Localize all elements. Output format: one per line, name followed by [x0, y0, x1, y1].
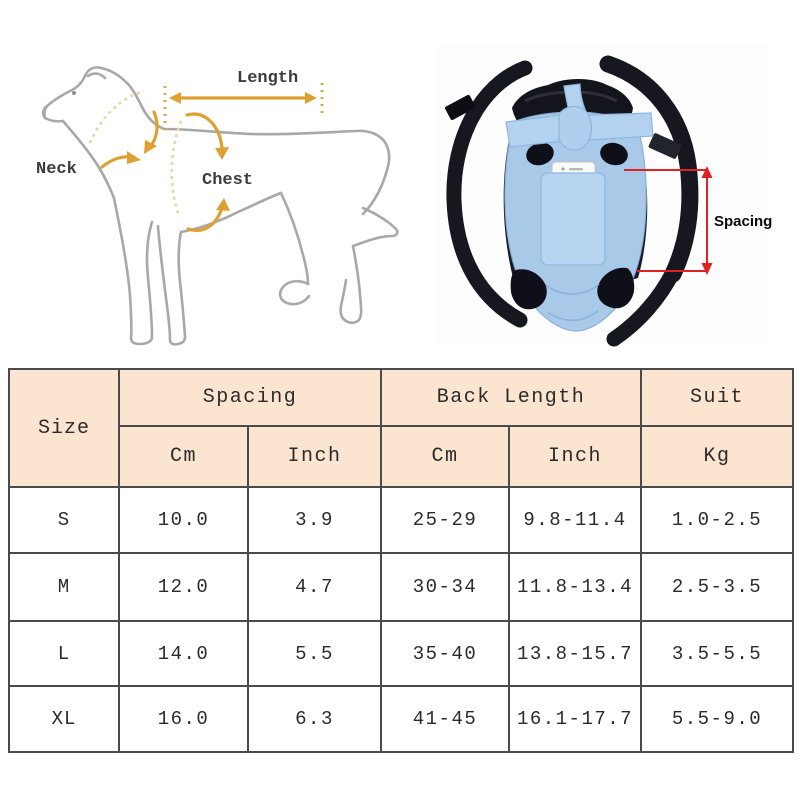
chest-measure: Chest: [170, 112, 253, 232]
table-unit-header-row: Cm Inch Cm Inch Kg: [9, 425, 795, 488]
size-cell: S: [8, 486, 120, 554]
strap-adjuster-right: [648, 133, 682, 159]
front-pocket: [540, 172, 606, 266]
dog-outline: [41, 66, 399, 346]
value-cell: 4.7: [246, 552, 383, 622]
header-spacing: Spacing: [117, 368, 383, 427]
value-cell: 3.5-5.5: [640, 620, 795, 687]
crotch-seam: [545, 283, 600, 295]
header-back-inch: Inch: [508, 425, 643, 488]
header-spacing-cm: Cm: [118, 425, 249, 488]
table-row-xl: XL 16.0 6.3 41-45 16.1-17.7 5.5-9.0: [8, 685, 795, 753]
armhole-left: [526, 142, 554, 166]
value-cell: 13.8-15.7: [508, 620, 643, 687]
value-cell: 1.0-2.5: [640, 486, 795, 554]
header-spacing-inch: Inch: [246, 425, 383, 488]
value-cell: 5.5: [246, 620, 383, 687]
value-cell: 14.0: [118, 620, 249, 687]
size-cell: M: [8, 552, 120, 622]
chest-label: Chest: [202, 171, 253, 190]
leg-hole-left: [510, 269, 547, 310]
value-cell: 16.0: [118, 685, 249, 753]
value-cell: 10.0: [118, 486, 249, 554]
value-cell: 12.0: [118, 552, 249, 622]
value-cell: 41-45: [380, 685, 511, 753]
neck-label: Neck: [36, 160, 77, 179]
table-group-header-row: Size Spacing Back Length Suit: [8, 368, 795, 488]
value-cell: 2.5-3.5: [640, 552, 795, 622]
value-cell: 35-40: [380, 620, 511, 687]
armhole-right: [600, 142, 628, 166]
size-cell: XL: [8, 685, 120, 753]
length-arrow: [169, 92, 317, 104]
leg-hole-right: [597, 267, 635, 309]
header-back-cm: Cm: [380, 425, 511, 488]
header-size: Size: [8, 368, 120, 488]
value-cell: 5.5-9.0: [640, 685, 795, 753]
value-cell: 30-34: [380, 552, 511, 622]
strap-adjuster-left: [445, 94, 476, 120]
dog-eye: [72, 91, 76, 95]
header-suit-kg: Kg: [640, 425, 795, 488]
dog-measurement-diagram: Length Neck Chest: [36, 66, 399, 346]
value-cell: 16.1-17.7: [508, 685, 643, 753]
length-measure: Length: [163, 69, 324, 130]
backpack-straps: [446, 55, 699, 328]
value-cell: 9.8-11.4: [508, 486, 643, 554]
bottom-seam: [547, 310, 599, 321]
value-cell: 25-29: [380, 486, 511, 554]
neck-measure: Neck: [36, 89, 159, 179]
header-back-length: Back Length: [380, 368, 643, 427]
value-cell: 11.8-13.4: [508, 552, 643, 622]
carrier-product-photo: Spacing: [438, 45, 772, 347]
value-cell: 3.9: [246, 486, 383, 554]
strap-tail-right: [606, 264, 681, 347]
table-row-s: S 10.0 3.9 25-29 9.8-11.4 1.0-2.5: [8, 486, 795, 554]
tie-band: [505, 83, 654, 151]
length-label: Length: [237, 69, 298, 88]
table-row-m: M 12.0 4.7 30-34 11.8-13.4 2.5-3.5: [8, 552, 795, 622]
value-cell: 6.3: [246, 685, 383, 753]
table-row-l: L 14.0 5.5 35-40 13.8-15.7 3.5-5.5: [8, 620, 795, 687]
spacing-bracket: [624, 166, 713, 275]
size-chart-table: Size Spacing Back Length Suit Cm Inch Cm…: [8, 368, 795, 753]
size-cell: L: [8, 620, 120, 687]
spacing-label: Spacing: [714, 213, 772, 230]
header-suit: Suit: [640, 368, 795, 427]
